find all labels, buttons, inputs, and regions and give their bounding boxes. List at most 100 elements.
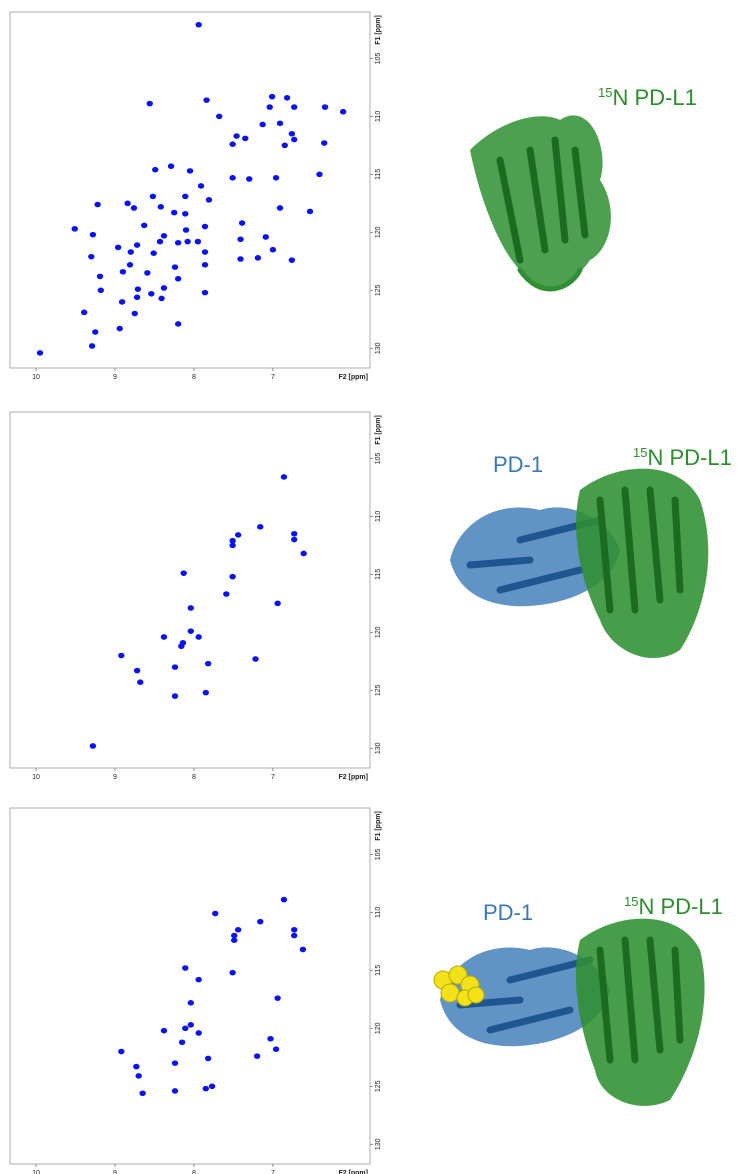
- nmr-peak: [148, 290, 155, 297]
- nmr-peak: [266, 104, 273, 110]
- y-tick-label: 130: [375, 1138, 382, 1150]
- nmr-peak: [229, 969, 236, 976]
- nmr-peak: [92, 329, 99, 335]
- y-tick-label: 110: [375, 511, 382, 522]
- nmr-peak: [160, 285, 168, 291]
- nmr-peak: [36, 350, 44, 356]
- nmr-peak: [187, 1022, 194, 1028]
- y-tick-label: 110: [375, 111, 382, 122]
- nmr-peak: [280, 896, 288, 903]
- nmr-peak: [133, 242, 141, 248]
- nmr-peak: [300, 550, 307, 557]
- nmr-peak: [202, 1085, 209, 1092]
- nmr-peak: [71, 226, 78, 232]
- nmr-peak: [291, 136, 298, 143]
- nmr-peak: [131, 310, 138, 317]
- x-axis-label: F2 [ppm]: [338, 774, 368, 781]
- nmr-peak: [274, 995, 281, 1001]
- x-tick-label: 8: [192, 1170, 196, 1174]
- nmr-peak: [160, 233, 168, 239]
- nmr-peak: [130, 205, 138, 211]
- isotope-superscript: 15: [633, 445, 647, 460]
- nmr-peak: [144, 270, 151, 276]
- nmr-peak: [237, 256, 244, 262]
- nmr-peak: [195, 976, 202, 983]
- nmr-peak: [201, 261, 209, 268]
- nmr-peak: [339, 108, 347, 115]
- nmr-peak: [229, 175, 236, 181]
- nmr-peak: [288, 130, 296, 137]
- nmr-peak: [89, 231, 97, 238]
- nmr-peak: [274, 600, 281, 607]
- isotope-superscript: 15: [598, 85, 612, 100]
- nmr-peak: [178, 1039, 186, 1046]
- nmr-peak: [135, 1073, 142, 1079]
- nmr-peak: [257, 524, 264, 530]
- nmr-peak: [182, 1025, 189, 1032]
- nmr-peak: [208, 1083, 216, 1090]
- nmr-peak: [167, 163, 175, 170]
- nmr-peak: [257, 918, 264, 925]
- protein-name: N PD-L1: [612, 85, 696, 110]
- nmr-peak: [280, 474, 288, 480]
- nmr-peak: [187, 1000, 194, 1006]
- y-tick-label: 120: [375, 226, 382, 238]
- nmr-peak: [276, 205, 284, 211]
- y-tick-label: 105: [375, 452, 382, 464]
- isotope-superscript: 15: [624, 894, 638, 909]
- nmr-peak: [233, 133, 240, 139]
- nmr-peak: [127, 249, 134, 255]
- nmr-peak: [88, 343, 96, 349]
- protein-name: PD-1: [493, 452, 543, 477]
- y-tick-label: 115: [375, 169, 382, 180]
- nmr-peak: [242, 135, 249, 142]
- nmr-peak: [141, 222, 148, 229]
- x-tick-label: 9: [113, 374, 117, 381]
- nmr-peak: [234, 532, 242, 538]
- x-axis-label: F2 [ppm]: [338, 374, 368, 381]
- nmr-peak: [276, 120, 284, 127]
- x-tick-label: 9: [113, 1170, 117, 1174]
- nmr-peak: [126, 261, 134, 268]
- nmr-peak: [281, 142, 288, 149]
- nmr-peak: [321, 140, 328, 146]
- plot-frame: [9, 11, 371, 369]
- x-tick-label: 7: [271, 374, 275, 381]
- nmr-peak: [259, 121, 266, 128]
- y-tick-label: 120: [375, 626, 382, 638]
- y-tick-label: 125: [375, 1080, 382, 1092]
- nmr-peak: [149, 193, 157, 200]
- protein-name: N PD-L1: [647, 445, 731, 470]
- y-tick-label: 125: [375, 684, 382, 696]
- x-tick-label: 9: [113, 774, 117, 781]
- nmr-peak: [182, 210, 189, 217]
- nmr-peak: [160, 1027, 168, 1034]
- nmr-peak: [182, 227, 190, 233]
- y-axis-label: F1 [ppm]: [375, 415, 382, 445]
- nmr-peak: [96, 273, 104, 280]
- nmr-peak: [180, 570, 187, 576]
- nmr-peak: [146, 100, 153, 107]
- x-tick-label: 10: [32, 1170, 40, 1174]
- y-tick-label: 130: [375, 342, 382, 354]
- nmr-peak: [197, 183, 205, 189]
- nmr-peak: [237, 236, 244, 243]
- nmr-peak: [124, 200, 131, 207]
- structure-label: PD-1: [483, 900, 533, 925]
- nmr-peak: [212, 910, 219, 917]
- nmr-peak: [152, 166, 159, 173]
- nmr-peak: [223, 591, 230, 597]
- nmr-peak: [195, 21, 202, 28]
- nmr-peak: [187, 628, 194, 634]
- nmr-peak: [262, 234, 269, 240]
- y-tick-label: 105: [375, 52, 382, 64]
- nmr-peak: [114, 244, 122, 251]
- nmr-peak: [272, 1046, 280, 1052]
- nmr-peak: [229, 537, 236, 544]
- nmr-peak: [134, 286, 142, 292]
- nmr-peak: [182, 193, 189, 200]
- nmr-peak: [291, 530, 298, 537]
- nmr-peak: [316, 171, 323, 178]
- nmr-peak: [174, 275, 182, 282]
